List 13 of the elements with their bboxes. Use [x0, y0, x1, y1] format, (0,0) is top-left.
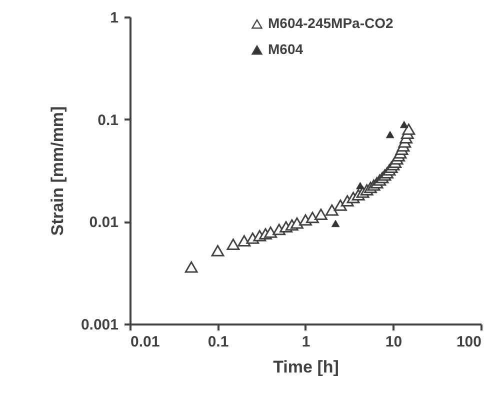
- y-axis-title: Strain [mm/mm]: [48, 106, 67, 236]
- y-tick-label: 0.1: [98, 112, 118, 129]
- y-tick-label: 0.001: [80, 316, 118, 334]
- x-tick-label: 0.1: [208, 334, 229, 350]
- legend-label: M604: [268, 41, 304, 57]
- x-tick-label: 0.01: [130, 334, 160, 350]
- y-tick-label: 1: [110, 10, 118, 26]
- y-tick-label: 0.01: [89, 214, 118, 232]
- x-axis-title: Time [h]: [273, 358, 339, 376]
- x-tick-label: 10: [385, 334, 402, 350]
- x-tick-label: 100: [456, 334, 482, 350]
- x-tick-label: 1: [302, 334, 310, 350]
- legend-label: M604-245MPa-CO2: [268, 15, 394, 31]
